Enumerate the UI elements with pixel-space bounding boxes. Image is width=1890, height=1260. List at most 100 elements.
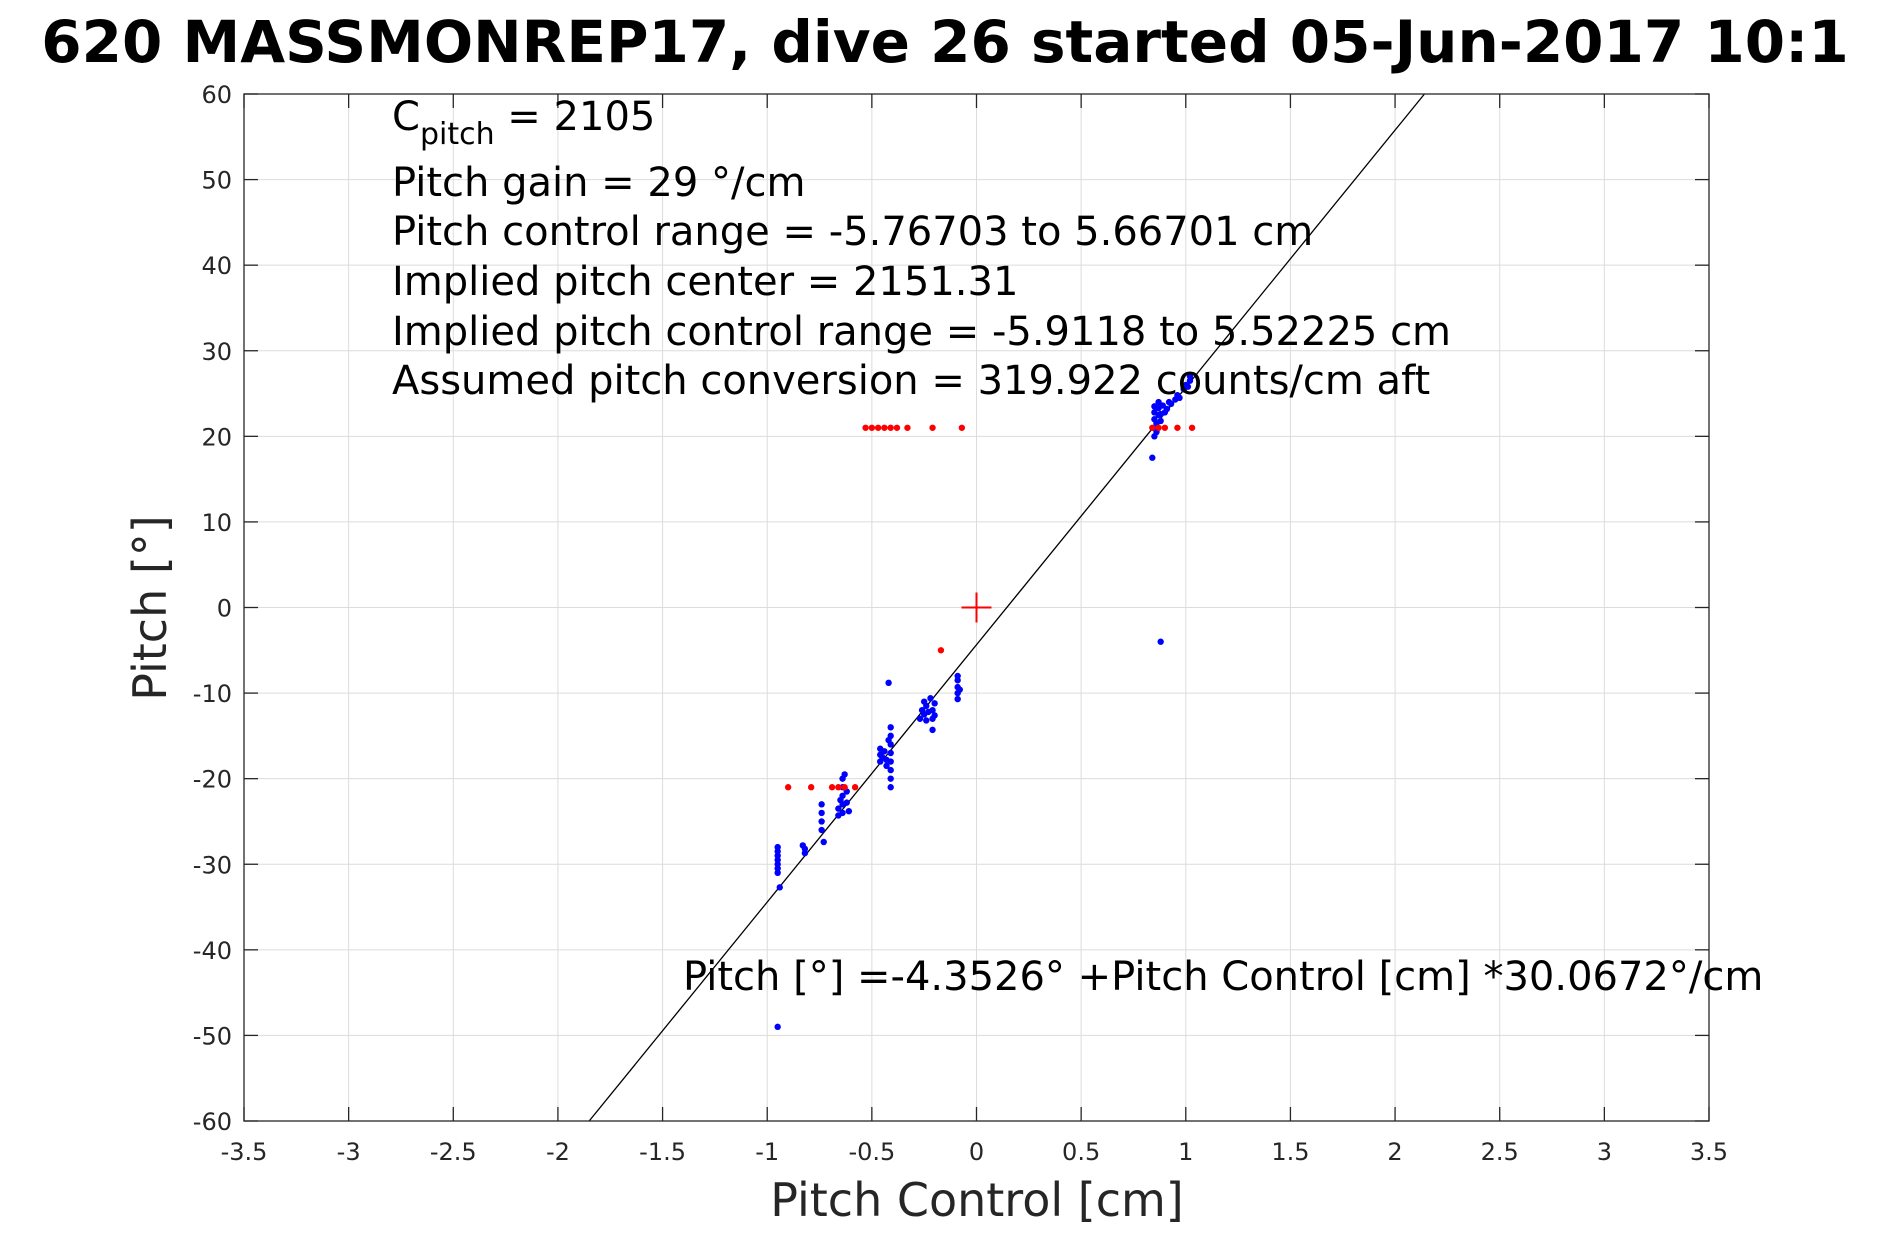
red-data-point [1149,424,1156,431]
annotation-implied-control-range: Implied pitch control range = -5.9118 to… [392,309,1451,355]
blue-data-point [776,884,783,891]
y-tick-label: 0 [217,595,232,623]
x-tick-label: 1.5 [1271,1138,1309,1166]
blue-data-point [841,771,848,778]
axes-box [243,93,1710,1122]
x-tick-label: -3.5 [221,1138,268,1166]
blue-data-point [839,792,846,799]
blue-data-point [1167,400,1175,408]
x-tick-label: 2.5 [1481,1138,1519,1166]
red-data-point [868,424,876,431]
blue-data-point [954,677,961,684]
red-data-point [841,784,848,791]
red-data-point [862,424,869,431]
blue-data-point [887,749,894,757]
red-data-point [1174,424,1181,431]
x-tick-label: 0 [969,1138,984,1166]
x-tick-label: -2.5 [430,1138,477,1166]
x-tick-label: 0.5 [1062,1138,1100,1166]
red-data-point [828,784,836,791]
blue-data-point [1149,454,1156,461]
y-tick-label: -40 [193,937,232,965]
y-tick-label: 50 [201,167,232,195]
annotation-pitch-control-range: Pitch control range = -5.76703 to 5.6670… [392,209,1313,255]
x-tick-label: 3.5 [1690,1138,1728,1166]
red-data-point [893,424,901,431]
blue-data-point [887,741,894,748]
blue-data-point [1163,405,1171,413]
blue-data-point [931,700,938,707]
x-tick-label: -1 [755,1138,779,1166]
blue-data-point [954,695,961,703]
blue-data-point [843,799,850,806]
blue-data-point [916,715,924,722]
blue-data-point [818,809,825,817]
red-data-point [851,784,859,791]
blue-data-point [818,826,825,834]
blue-data-point [885,679,892,687]
y-tick-label: -10 [193,680,232,708]
y-tick-label: 10 [201,509,232,537]
x-axis-label: Pitch Control [cm] [770,1173,1184,1227]
x-tick-labels: -3.5 -3 -2.5 -2 -1.5 -1 -0.5 0 0.5 1 1.5 2 2.5 3 3.5 [221,1138,1729,1166]
blue-data-point [881,748,888,755]
blue-data-point [845,807,853,815]
blue-data-point [818,801,825,808]
red-data-point [887,424,894,431]
y-tick-labels: -60 -50 -40 -30 -20 -10 0 10 20 30 40 50 60 [193,81,232,1136]
annotation-implied-pitch-center: Implied pitch center = 2151.31 [392,259,1018,305]
blue-data-point [927,695,934,702]
blue-data-point [801,849,809,857]
x-tick-label: 1 [1178,1138,1193,1166]
red-data-point [784,784,792,791]
y-tick-label: -50 [193,1022,232,1050]
blue-data-point [956,686,963,693]
y-tick-label: 60 [201,81,232,109]
annotation-pitch-gain: Pitch gain = 29 °/cm [392,160,805,206]
x-tick-label: -1.5 [639,1138,686,1166]
blue-data-point [1184,383,1192,390]
blue-data-point [923,717,930,724]
blue-data-point [1176,394,1183,402]
center-marker [961,592,992,623]
blue-data-point [929,707,936,714]
x-tick-label: -3 [337,1138,361,1166]
blue-data-point [883,762,890,770]
blue-data-point [774,869,781,877]
fit-equation: Pitch [°] =-4.3526° +Pitch Control [cm] … [683,954,1763,1000]
red-data-point [1155,424,1162,431]
blue-data-point [887,724,894,731]
red-data-point [958,424,966,431]
red-data-point [1188,424,1196,431]
red-data-point [807,784,815,791]
y-tick-label: 30 [201,338,232,366]
blue-data-point [774,1023,781,1031]
plot-content [588,93,1425,1122]
y-tick-label: -30 [193,851,232,879]
grid-lines [243,93,1710,1122]
blue-data-point [835,805,842,812]
y-tick-label: -20 [193,766,232,794]
blue-data-point [1157,417,1164,425]
blue-data-point [887,758,894,765]
annotation-pitch-conversion: Assumed pitch conversion = 319.922 count… [392,358,1430,404]
red-data-point [929,424,936,431]
blue-data-point [1157,638,1164,645]
blue-data-point [887,784,894,791]
x-tick-label: -0.5 [848,1138,895,1166]
y-axis-label: Pitch [°] [123,515,177,701]
blue-data-point [887,766,894,774]
blue-data-point [818,818,825,825]
blue-data-point [887,775,894,782]
blue-data-point [820,838,827,846]
fit-line [588,93,1425,1122]
red-data-point [904,424,911,431]
blue-data-point [839,809,846,817]
chart-title: 620 MASSMONREP17, dive 26 started 05-Jun… [41,8,1848,76]
y-tick-label: -60 [193,1108,232,1136]
blue-data-point [929,726,936,734]
x-tick-label: -2 [546,1138,570,1166]
y-tick-label: 20 [201,423,232,451]
red-data-point [835,784,842,791]
